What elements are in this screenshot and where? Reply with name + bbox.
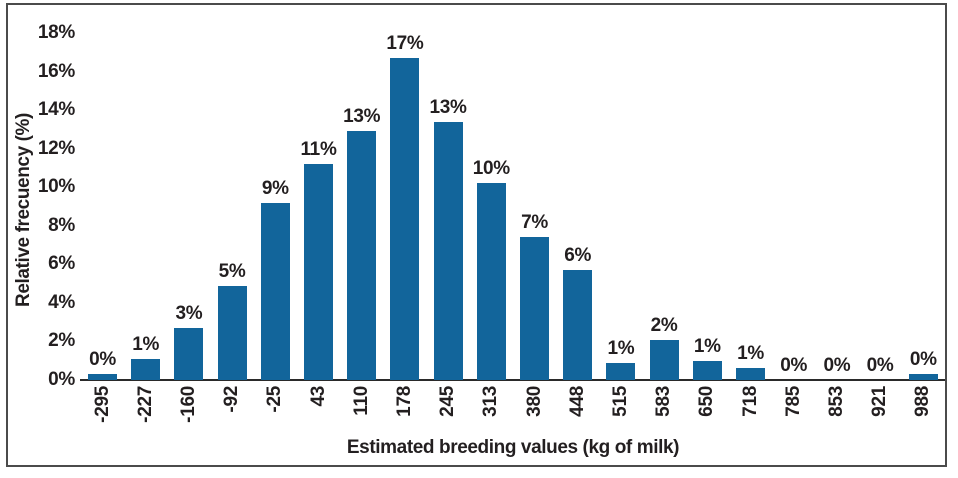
bar-value-label: 2% xyxy=(650,314,678,336)
bar-value-label: 13% xyxy=(429,96,467,118)
bar-value-label: 0% xyxy=(909,349,937,371)
bar xyxy=(649,339,679,380)
bar-value-label: 6% xyxy=(564,245,592,267)
y-axis-title: Relative frecuency (%) xyxy=(13,113,34,307)
x-tick-label: 515 xyxy=(609,386,631,417)
bar xyxy=(563,270,593,380)
y-tick-label: 16% xyxy=(37,60,75,82)
x-tick-label: -227 xyxy=(134,386,156,423)
bar-value-label: 17% xyxy=(386,33,424,55)
bar-value-label: 0% xyxy=(823,355,851,376)
bar xyxy=(174,327,204,380)
bar-value-label: 13% xyxy=(343,106,381,128)
x-tick-label: 583 xyxy=(653,386,675,417)
bar xyxy=(520,237,549,380)
y-tick-label: 0% xyxy=(48,369,75,390)
y-tick-label: 4% xyxy=(48,291,75,313)
bar-value-label: 3% xyxy=(175,302,203,324)
bar xyxy=(606,362,636,380)
x-tick-label: -295 xyxy=(91,386,113,423)
x-axis-title: Estimated breeding values (kg of milk) xyxy=(346,437,680,458)
x-tick-label: 380 xyxy=(523,386,545,417)
y-tick-label: 14% xyxy=(37,99,75,121)
x-tick-label: 313 xyxy=(480,386,502,417)
bar xyxy=(217,285,247,380)
bar xyxy=(390,58,420,380)
bar xyxy=(736,368,765,380)
bar-value-label: 7% xyxy=(521,212,548,234)
y-tick-label: 6% xyxy=(48,253,75,275)
bar-value-label: 9% xyxy=(261,177,289,199)
bar xyxy=(88,374,117,380)
bar xyxy=(433,121,463,380)
x-tick-label: 921 xyxy=(869,386,891,417)
y-tick-label: 12% xyxy=(37,137,75,159)
x-tick-label: 448 xyxy=(566,386,588,417)
bar xyxy=(908,374,938,380)
bar-value-label: 0% xyxy=(866,355,894,376)
bar-value-label: 0% xyxy=(780,355,808,376)
x-tick-label: 245 xyxy=(437,386,459,417)
bar xyxy=(304,164,333,380)
x-tick-label: 718 xyxy=(739,386,761,417)
bar-value-label: 1% xyxy=(607,337,635,359)
x-axis-line xyxy=(80,379,945,381)
x-tick-label: 650 xyxy=(696,386,718,417)
x-tick-label: -160 xyxy=(177,386,199,423)
x-tick-label: 785 xyxy=(782,386,804,417)
y-tick-label: 8% xyxy=(48,214,75,236)
y-tick-label: 2% xyxy=(48,330,75,352)
bar-value-label: 11% xyxy=(300,139,337,161)
bar xyxy=(260,202,290,380)
x-tick-label: 43 xyxy=(307,386,329,407)
bar xyxy=(692,360,722,380)
figure-border xyxy=(6,3,947,467)
y-tick-label: 18% xyxy=(37,21,75,43)
bar-value-label: 10% xyxy=(472,158,510,180)
bar xyxy=(476,183,506,380)
bar-value-label: 1% xyxy=(737,343,764,365)
x-tick-label: -25 xyxy=(264,386,286,413)
x-tick-label: 110 xyxy=(350,386,372,416)
bar xyxy=(347,131,377,380)
bar-value-label: 1% xyxy=(132,333,160,355)
bar-value-label: 5% xyxy=(218,260,246,282)
x-tick-label: 988 xyxy=(912,386,934,417)
x-tick-label: 178 xyxy=(393,386,415,417)
bar-value-label: 0% xyxy=(89,349,116,371)
x-tick-label: 853 xyxy=(825,386,847,417)
bar xyxy=(131,358,161,380)
y-tick-label: 10% xyxy=(37,176,75,198)
x-tick-label: -92 xyxy=(221,386,243,413)
bar-value-label: 1% xyxy=(693,335,721,357)
